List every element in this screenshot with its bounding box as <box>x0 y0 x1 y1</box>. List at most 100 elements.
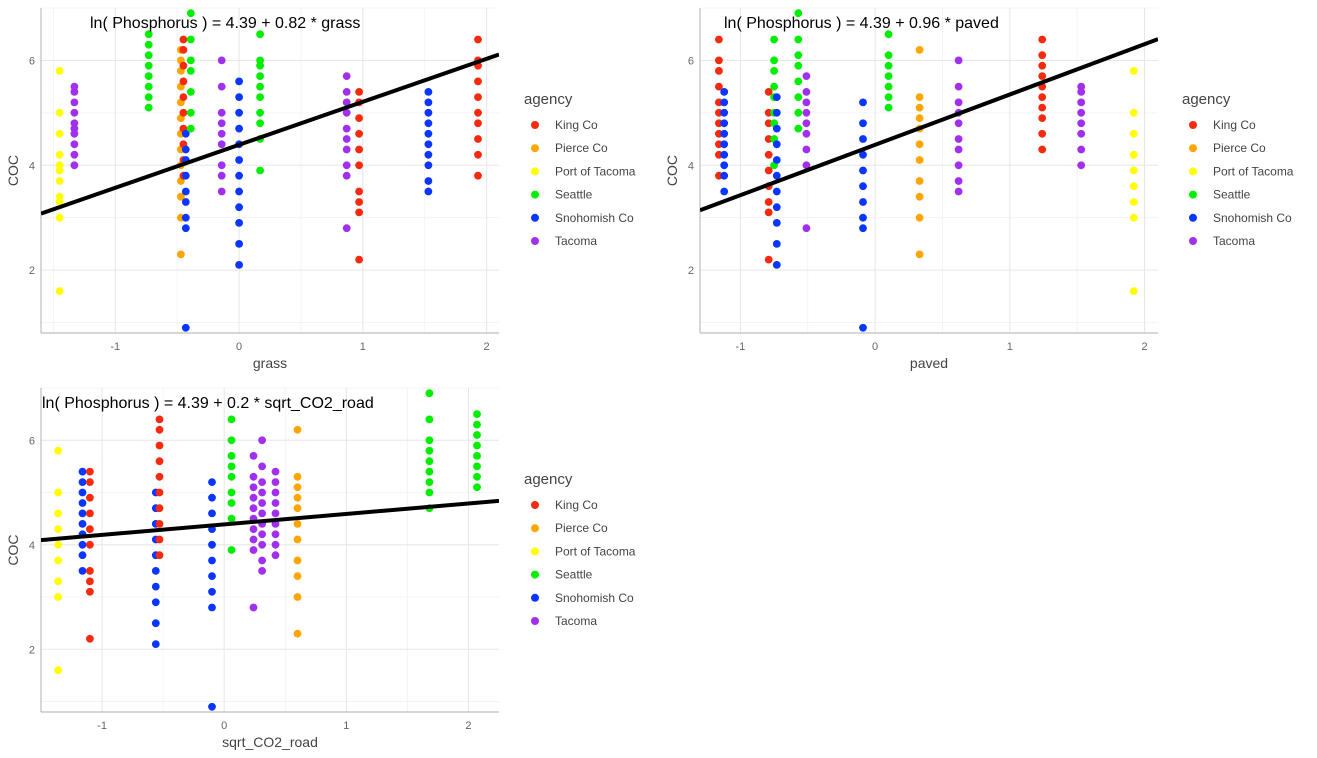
legend-entry-label: Tacoma <box>555 234 597 248</box>
data-point <box>342 88 351 96</box>
data-point <box>474 135 482 143</box>
data-point <box>258 499 266 507</box>
data-point <box>772 261 781 269</box>
data-point <box>70 82 79 91</box>
data-point <box>772 124 781 133</box>
data-point <box>859 150 867 159</box>
legend-title: agency <box>524 471 573 488</box>
data-point <box>802 161 811 170</box>
data-point <box>179 61 188 70</box>
data-point <box>715 82 723 91</box>
data-point <box>227 462 236 471</box>
data-point <box>258 556 266 565</box>
data-point <box>78 567 87 575</box>
data-point <box>915 177 924 185</box>
data-point <box>954 56 963 65</box>
legend-key <box>531 617 539 625</box>
data-point <box>86 567 94 575</box>
data-point <box>208 556 216 565</box>
data-point <box>770 35 778 44</box>
data-point <box>764 198 773 206</box>
legend-key <box>531 524 539 533</box>
data-point <box>258 462 266 471</box>
data-point <box>249 504 258 513</box>
data-point <box>1077 119 1086 128</box>
legend-key <box>531 570 539 579</box>
data-point <box>770 82 778 91</box>
data-point <box>355 187 363 196</box>
data-point <box>235 156 244 164</box>
data-point <box>1129 150 1138 159</box>
data-point <box>764 150 773 159</box>
data-point <box>1129 287 1138 295</box>
legend-key <box>1189 190 1197 199</box>
data-point <box>144 40 153 49</box>
data-point <box>86 509 94 518</box>
data-point <box>55 192 64 201</box>
data-point <box>235 261 244 269</box>
data-point <box>179 108 188 117</box>
data-point <box>256 93 264 101</box>
legend-entry-label: Seattle <box>555 188 593 202</box>
data-point <box>144 72 153 80</box>
data-point <box>915 156 924 164</box>
x-tick-label: -1 <box>110 341 120 353</box>
data-point <box>720 98 729 107</box>
legend-entry-label: Tacoma <box>1213 234 1255 248</box>
data-point <box>425 436 434 445</box>
data-point <box>78 499 87 507</box>
legend-entry-label: Port of Tacoma <box>1213 164 1294 178</box>
legend-entry-label: Pierce Co <box>555 141 608 155</box>
data-point <box>78 509 87 518</box>
data-point <box>342 161 351 170</box>
data-point <box>802 224 811 233</box>
x-tick-label: 2 <box>484 341 490 353</box>
data-point <box>293 593 302 601</box>
legend-key <box>531 213 539 222</box>
data-point <box>1038 145 1047 154</box>
data-point <box>764 255 773 264</box>
data-point <box>859 213 867 222</box>
data-point <box>1077 108 1086 117</box>
legend-entry-label: Snohomish Co <box>1213 211 1292 225</box>
data-point <box>256 30 264 39</box>
data-point <box>1038 72 1047 80</box>
data-point <box>764 208 773 217</box>
data-point <box>208 478 216 486</box>
data-point <box>227 514 236 523</box>
data-point <box>151 640 160 648</box>
data-point <box>1038 35 1047 44</box>
data-point <box>425 478 434 486</box>
data-point <box>355 198 363 206</box>
data-point <box>186 124 195 133</box>
data-point <box>1038 51 1047 60</box>
data-point <box>715 35 723 44</box>
legend-entry-label: King Co <box>555 498 598 512</box>
data-point <box>151 582 160 591</box>
data-point <box>342 171 351 180</box>
data-point <box>424 129 433 138</box>
data-point <box>186 108 195 117</box>
data-point <box>293 535 302 544</box>
data-point <box>884 72 893 80</box>
data-point <box>235 77 244 86</box>
data-point <box>256 166 264 175</box>
data-point <box>772 240 781 248</box>
data-point <box>227 488 236 497</box>
data-point <box>802 119 811 128</box>
data-point <box>181 187 190 196</box>
data-point <box>764 119 773 128</box>
data-point <box>474 171 482 180</box>
data-point <box>249 493 258 502</box>
data-point <box>271 509 280 518</box>
data-point <box>271 530 280 539</box>
data-point <box>425 446 434 455</box>
x-tick-label: 1 <box>360 341 366 353</box>
data-point <box>256 108 264 117</box>
data-point <box>1038 129 1047 138</box>
data-point <box>884 82 893 91</box>
data-point <box>227 415 236 424</box>
legend-key <box>1189 121 1197 129</box>
data-point <box>177 250 185 259</box>
data-point <box>293 483 302 492</box>
